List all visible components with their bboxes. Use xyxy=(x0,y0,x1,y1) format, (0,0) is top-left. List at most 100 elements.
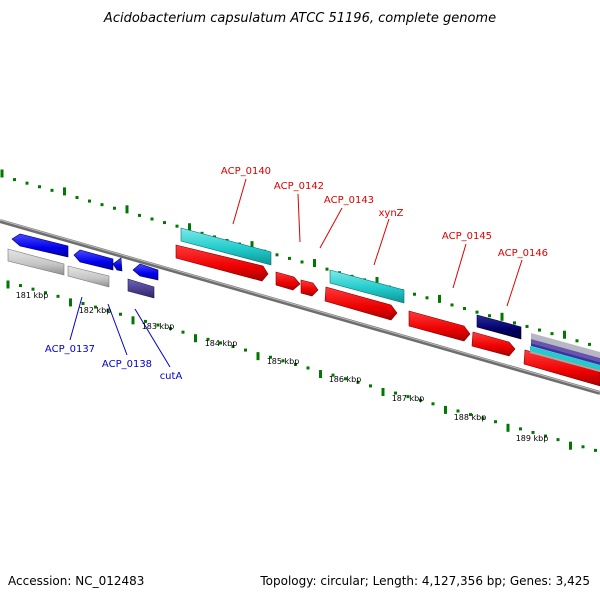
scale-label-189: 189 kbp xyxy=(516,434,549,443)
lower-minor-tick xyxy=(406,395,410,399)
upper-minor-tick xyxy=(450,303,454,307)
upper-major-tick xyxy=(313,259,316,268)
upper-minor-tick xyxy=(113,206,116,210)
upper-minor-tick xyxy=(550,332,554,336)
lower-minor-tick xyxy=(269,355,272,359)
upper-major-tick xyxy=(438,294,441,303)
lower-minor-tick xyxy=(581,445,585,449)
lower-major-tick xyxy=(381,387,385,396)
upper-minor-tick xyxy=(50,188,54,192)
lower-minor-tick xyxy=(56,294,60,298)
gene-acp0140-forward[interactable] xyxy=(175,244,269,282)
gene-label-acp0145[interactable]: ACP_0145 xyxy=(442,231,492,242)
upper-minor-tick xyxy=(75,195,79,199)
scale-label-182: 182 kbp xyxy=(79,306,112,315)
upper-minor-tick xyxy=(38,185,41,189)
lower-minor-tick xyxy=(306,366,310,370)
lower-major-tick xyxy=(444,405,447,414)
lower-minor-tick xyxy=(181,330,185,334)
upper-minor-tick xyxy=(538,328,541,332)
lower-minor-tick xyxy=(144,319,147,323)
upper-minor-tick xyxy=(575,339,579,343)
gene-cuta-reverse[interactable] xyxy=(132,263,159,281)
upper-major-tick xyxy=(500,312,504,321)
gene-label-acp0137[interactable]: ACP_0137 xyxy=(45,344,95,355)
gene-bar-cyan-1[interactable] xyxy=(180,227,272,266)
gene-acp0145-forward[interactable] xyxy=(408,310,471,342)
forward-labels: ACP_0140 ACP_0142 ACP_0143 xynZ ACP_0145… xyxy=(221,166,548,307)
lower-minor-tick xyxy=(231,344,235,348)
lower-minor-tick xyxy=(494,420,497,424)
lower-minor-tick xyxy=(594,448,597,452)
upper-minor-tick xyxy=(163,221,166,225)
gene-label-acp0140[interactable]: ACP_0140 xyxy=(221,166,271,177)
upper-minor-tick xyxy=(300,260,304,264)
gene-label-acp0142[interactable]: ACP_0142 xyxy=(274,181,324,192)
gene-xynz-forward[interactable] xyxy=(324,286,398,321)
upper-minor-tick xyxy=(13,178,16,182)
lower-minor-tick xyxy=(519,427,522,431)
upper-minor-tick xyxy=(525,324,529,328)
lower-minor-tick xyxy=(281,359,285,363)
gene-label-cuta[interactable]: cutA xyxy=(160,371,183,382)
lower-minor-tick xyxy=(81,301,85,305)
lower-minor-tick xyxy=(394,391,397,395)
upper-minor-tick xyxy=(475,310,479,314)
lower-minor-tick xyxy=(244,348,247,352)
upper-major-tick xyxy=(63,187,66,196)
lower-minor-tick xyxy=(169,327,172,331)
lower-minor-tick xyxy=(344,377,347,381)
lower-minor-tick xyxy=(531,430,535,434)
upper-minor-tick xyxy=(88,199,91,203)
scale-labels: 181 kbp 182 kbp 183 kbp 184 kbp 185 kbp … xyxy=(16,291,549,443)
scale-label-181: 181 kbp xyxy=(16,291,49,300)
lower-minor-tick xyxy=(219,341,222,345)
gene-acp0142-forward[interactable] xyxy=(275,271,301,291)
gene-stack-edge[interactable] xyxy=(530,333,600,372)
gene-bar-slate[interactable] xyxy=(127,278,155,299)
upper-minor-tick xyxy=(100,203,104,207)
gene-acp0143-forward[interactable] xyxy=(300,279,319,297)
lower-minor-tick xyxy=(431,402,435,406)
gene-bar-cyan-2[interactable] xyxy=(329,269,405,304)
reverse-labels: ACP_0137 ACP_0138 cutA xyxy=(45,296,183,382)
upper-minor-tick xyxy=(463,307,466,311)
gene-acp0146-forward[interactable] xyxy=(471,331,516,357)
gene-bar-gray-2[interactable] xyxy=(67,265,110,288)
lower-major-tick xyxy=(506,423,510,432)
gene-label-acp0143[interactable]: ACP_0143 xyxy=(324,195,374,206)
lower-major-tick xyxy=(319,370,322,379)
lower-minor-tick xyxy=(19,284,22,288)
lower-minor-tick xyxy=(331,373,335,377)
lower-minor-tick xyxy=(294,362,297,366)
lower-minor-tick xyxy=(44,291,47,295)
lower-minor-tick xyxy=(369,384,372,388)
upper-minor-tick xyxy=(275,253,279,257)
topology-text: Topology: circular; Length: 4,127,356 bp… xyxy=(259,574,590,588)
gene-acp0137-reverse[interactable] xyxy=(11,233,69,258)
upper-minor-tick xyxy=(488,314,491,318)
gene-label-xynz[interactable]: xynZ xyxy=(378,208,403,219)
gene-label-acp0138[interactable]: ACP_0138 xyxy=(102,359,152,370)
upper-minor-tick xyxy=(150,217,154,221)
scale-label-187: 187 kbp xyxy=(392,394,425,403)
lower-major-tick xyxy=(569,441,572,450)
lower-minor-tick xyxy=(481,416,485,420)
lower-minor-tick xyxy=(106,309,110,313)
upper-minor-tick xyxy=(175,224,179,228)
lower-minor-tick xyxy=(31,287,35,291)
lower-major-tick xyxy=(131,316,135,325)
gene-small-reverse[interactable] xyxy=(112,257,123,272)
gene-label-acp0146[interactable]: ACP_0146 xyxy=(498,248,548,259)
upper-minor-tick xyxy=(288,256,291,260)
lower-minor-tick xyxy=(356,380,360,384)
lower-major-tick xyxy=(256,352,260,361)
upper-major-tick xyxy=(125,205,129,214)
lower-minor-tick xyxy=(544,434,547,438)
gene-bar-navy[interactable] xyxy=(476,314,522,340)
gene-bar-gray-1[interactable] xyxy=(7,248,65,276)
genome-backbone xyxy=(0,219,600,395)
feature-track xyxy=(7,227,600,387)
upper-minor-tick xyxy=(413,292,416,296)
